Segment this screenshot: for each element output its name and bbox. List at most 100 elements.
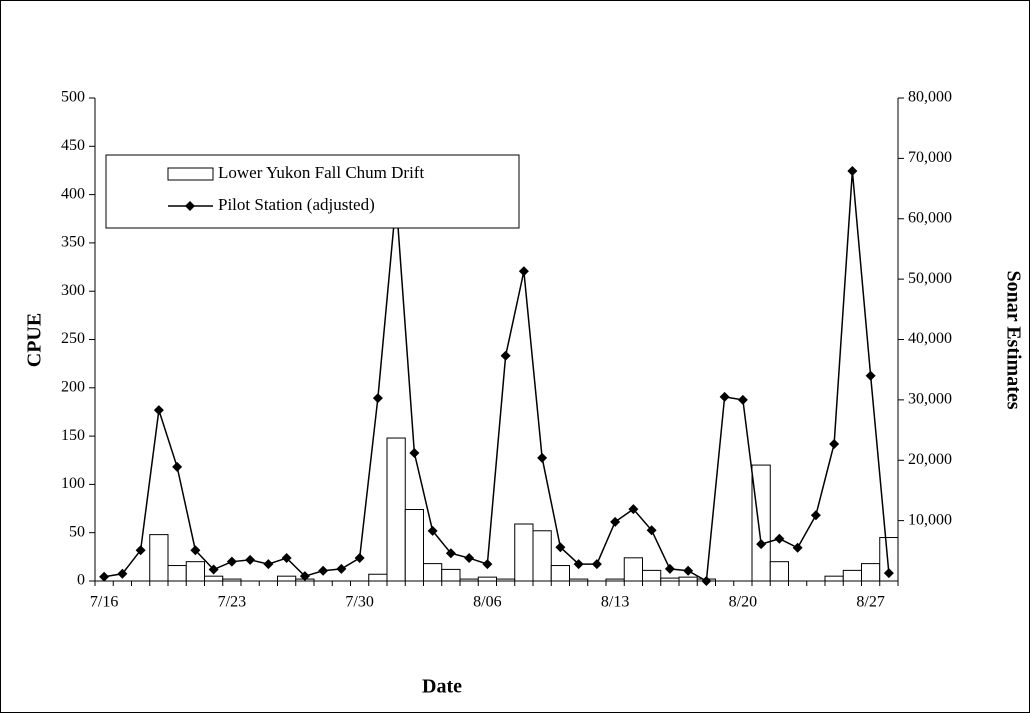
bar [514, 523, 534, 582]
line-marker [829, 438, 840, 449]
line-marker [245, 554, 256, 565]
y2-tick-label: 80,000 [908, 89, 952, 106]
line-marker [318, 565, 329, 576]
line-marker [99, 571, 110, 582]
legend-label: Pilot Station (adjusted) [218, 195, 375, 214]
line-marker [883, 568, 894, 579]
line-marker [226, 556, 237, 567]
bar [623, 557, 643, 582]
line-marker [482, 559, 493, 570]
legend-marker [185, 201, 195, 211]
y-tick-label: 500 [61, 89, 85, 106]
line-marker [573, 559, 584, 570]
bar [751, 464, 771, 582]
line-marker [865, 370, 876, 381]
y-tick-label: 50 [69, 523, 85, 540]
line-marker [664, 563, 675, 574]
line-marker [117, 568, 128, 579]
bar [605, 578, 625, 582]
line-marker [537, 452, 548, 463]
bar [550, 565, 570, 582]
legend-label: Lower Yukon Fall Chum Drift [218, 163, 424, 182]
y-axis-title: CPUE [24, 313, 46, 367]
line-marker [810, 510, 821, 521]
bar [879, 537, 899, 582]
bar [824, 575, 844, 582]
y-tick-label: 0 [77, 572, 85, 589]
y2-tick-label: 40,000 [908, 330, 952, 347]
bar [404, 509, 424, 582]
line-marker [153, 405, 164, 416]
y-tick-label: 200 [61, 378, 85, 395]
y-tick-label: 300 [61, 282, 85, 299]
line-marker [135, 545, 146, 556]
line-marker [518, 266, 529, 277]
y2-tick-label: 70,000 [908, 149, 952, 166]
line-marker [336, 563, 347, 574]
line-marker [263, 559, 274, 570]
line-marker [646, 525, 657, 536]
bar [277, 575, 297, 582]
line-marker [354, 553, 365, 564]
x-tick-label: 7/16 [90, 594, 118, 611]
y2-tick-label: 60,000 [908, 209, 952, 226]
bar [459, 578, 479, 582]
line-marker [427, 525, 438, 536]
line-marker [756, 539, 767, 550]
bar [678, 576, 698, 582]
y-tick-label: 100 [61, 475, 85, 492]
y-tick-label: 350 [61, 234, 85, 251]
y2-tick-label: 50,000 [908, 270, 952, 287]
y2-tick-label: 20,000 [908, 451, 952, 468]
y2-tick-label: 30,000 [908, 391, 952, 408]
legend-swatch [167, 167, 214, 181]
line-marker [445, 548, 456, 559]
line-marker [281, 553, 292, 564]
bar [496, 578, 516, 582]
bar [532, 530, 552, 582]
line-marker [500, 350, 511, 361]
bar [642, 569, 662, 582]
bar [204, 575, 224, 582]
x-tick-label: 7/30 [345, 594, 373, 611]
x-tick-label: 7/23 [218, 594, 246, 611]
bar [368, 573, 388, 582]
y2-tick-label: 10,000 [908, 511, 952, 528]
bar [441, 568, 461, 582]
y-tick-label: 400 [61, 185, 85, 202]
line-marker [628, 504, 639, 515]
bar [185, 561, 205, 582]
bar [167, 565, 187, 582]
y-tick-label: 450 [61, 137, 85, 154]
x-tick-label: 8/06 [473, 594, 501, 611]
line-marker [464, 553, 475, 564]
bar [842, 569, 862, 582]
legend-box [105, 154, 520, 229]
line-marker [683, 565, 694, 576]
line-marker [299, 571, 310, 582]
line-marker [774, 533, 785, 544]
x-axis-title: Date [422, 676, 462, 698]
y-tick-label: 150 [61, 427, 85, 444]
bar [222, 578, 242, 582]
line-marker [719, 391, 730, 402]
bar [861, 563, 881, 582]
bar [569, 578, 589, 582]
bar [769, 561, 789, 582]
x-tick-label: 8/20 [729, 594, 757, 611]
bar [660, 577, 680, 582]
bar [386, 437, 406, 582]
line-marker [792, 542, 803, 553]
line-marker [172, 461, 183, 472]
x-tick-label: 8/27 [856, 594, 884, 611]
line-marker [409, 448, 420, 459]
line-marker [610, 516, 621, 527]
bar [149, 534, 169, 582]
bar [423, 563, 443, 582]
line-marker [701, 576, 712, 586]
x-tick-label: 8/13 [601, 594, 629, 611]
line-marker [847, 166, 858, 177]
line-marker [190, 545, 201, 556]
line-marker [591, 559, 602, 570]
